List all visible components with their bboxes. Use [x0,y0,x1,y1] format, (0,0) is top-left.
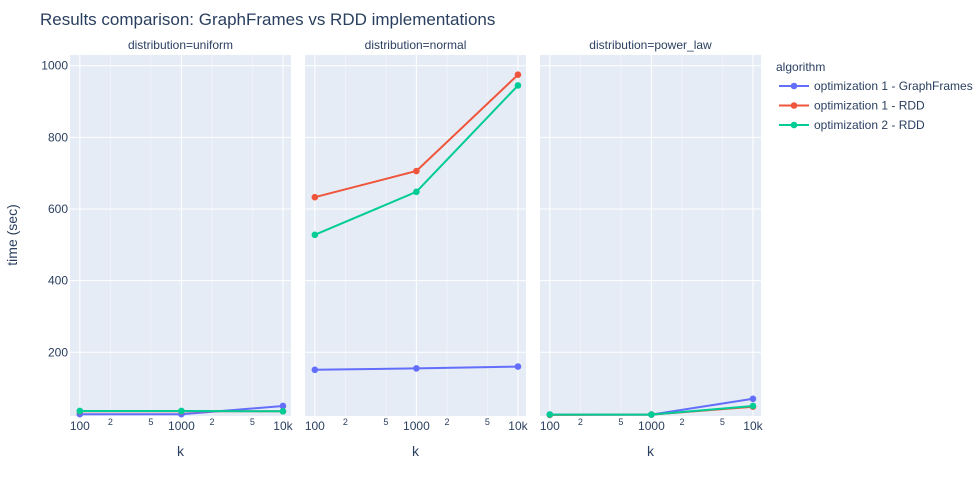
legend-swatch-marker [791,102,798,109]
x-minor-tick-label: 2 [209,417,214,427]
x-minor-tick-label: 2 [343,417,348,427]
legend-label: optimization 1 - GraphFrames [814,79,973,93]
x-minor-tick-label: 5 [720,417,725,427]
legend-label: optimization 2 - RDD [814,118,925,132]
data-point [515,82,522,89]
facet-title: distribution=uniform [128,38,233,52]
facet-panel-0: distribution=uniform 200 400 600 800 1000 100 1… [41,38,293,459]
data-point [413,365,420,372]
x-minor-tick-label: 5 [485,417,490,427]
y-tick-label: 600 [48,202,68,216]
x-minor-tick-label: 2 [679,417,684,427]
x-axis-label: k [647,443,655,459]
data-point [77,408,84,415]
x-tick-label: 1000 [168,419,195,433]
plot-area [305,55,526,416]
data-point [750,403,757,410]
legend-swatch-marker [791,83,798,90]
data-point [413,168,420,175]
x-tick-label: 100 [540,419,560,433]
data-point [312,194,319,201]
x-tick-label: 10k [273,419,293,433]
x-tick-label: 100 [70,419,90,433]
facet-title: distribution=normal [365,38,467,52]
data-point [312,367,319,374]
x-tick-label: 10k [508,419,528,433]
plot-area [540,55,761,416]
data-point [178,408,185,415]
data-point [413,189,420,196]
data-point [515,71,522,78]
data-point [312,231,319,238]
x-tick-label: 10k [743,419,763,433]
data-point [547,411,554,418]
x-minor-tick-label: 5 [148,417,153,427]
x-minor-tick-label: 5 [383,417,388,427]
x-tick-label: 1000 [638,419,665,433]
x-minor-tick-label: 2 [444,417,449,427]
data-point [515,363,522,370]
legend-title: algorithm [776,60,825,74]
x-minor-tick-label: 2 [108,417,113,427]
legend-label: optimization 1 - RDD [814,99,925,113]
x-minor-tick-label: 5 [618,417,623,427]
y-tick-label: 400 [48,274,68,288]
facet-panel-2: distribution=power_law 100 1000 10k 2 5 2 5 k [540,38,764,459]
y-axis-label: time (sec) [4,204,20,265]
x-minor-tick-label: 5 [250,417,255,427]
legend-swatch-marker [791,122,798,129]
plot-area [70,55,291,416]
y-tick-label: 1000 [41,59,68,73]
x-minor-tick-label: 2 [578,417,583,427]
data-point [280,408,287,415]
facet-panel-1: distribution=normal 100 1000 10k 2 5 2 5 k [305,38,529,459]
y-tick-label: 800 [48,130,68,144]
x-tick-label: 1000 [403,419,430,433]
x-axis-label: k [412,443,420,459]
data-point [648,411,655,418]
chart-title: Results comparison: GraphFrames vs RDD i… [40,10,495,29]
facet-panels: distribution=uniform 200 400 600 800 1000 100 1… [41,38,763,459]
x-axis-label: k [177,443,185,459]
y-tick-label: 200 [48,345,68,359]
x-tick-label: 100 [305,419,325,433]
facet-title: distribution=power_law [589,38,712,52]
data-point [750,396,757,403]
